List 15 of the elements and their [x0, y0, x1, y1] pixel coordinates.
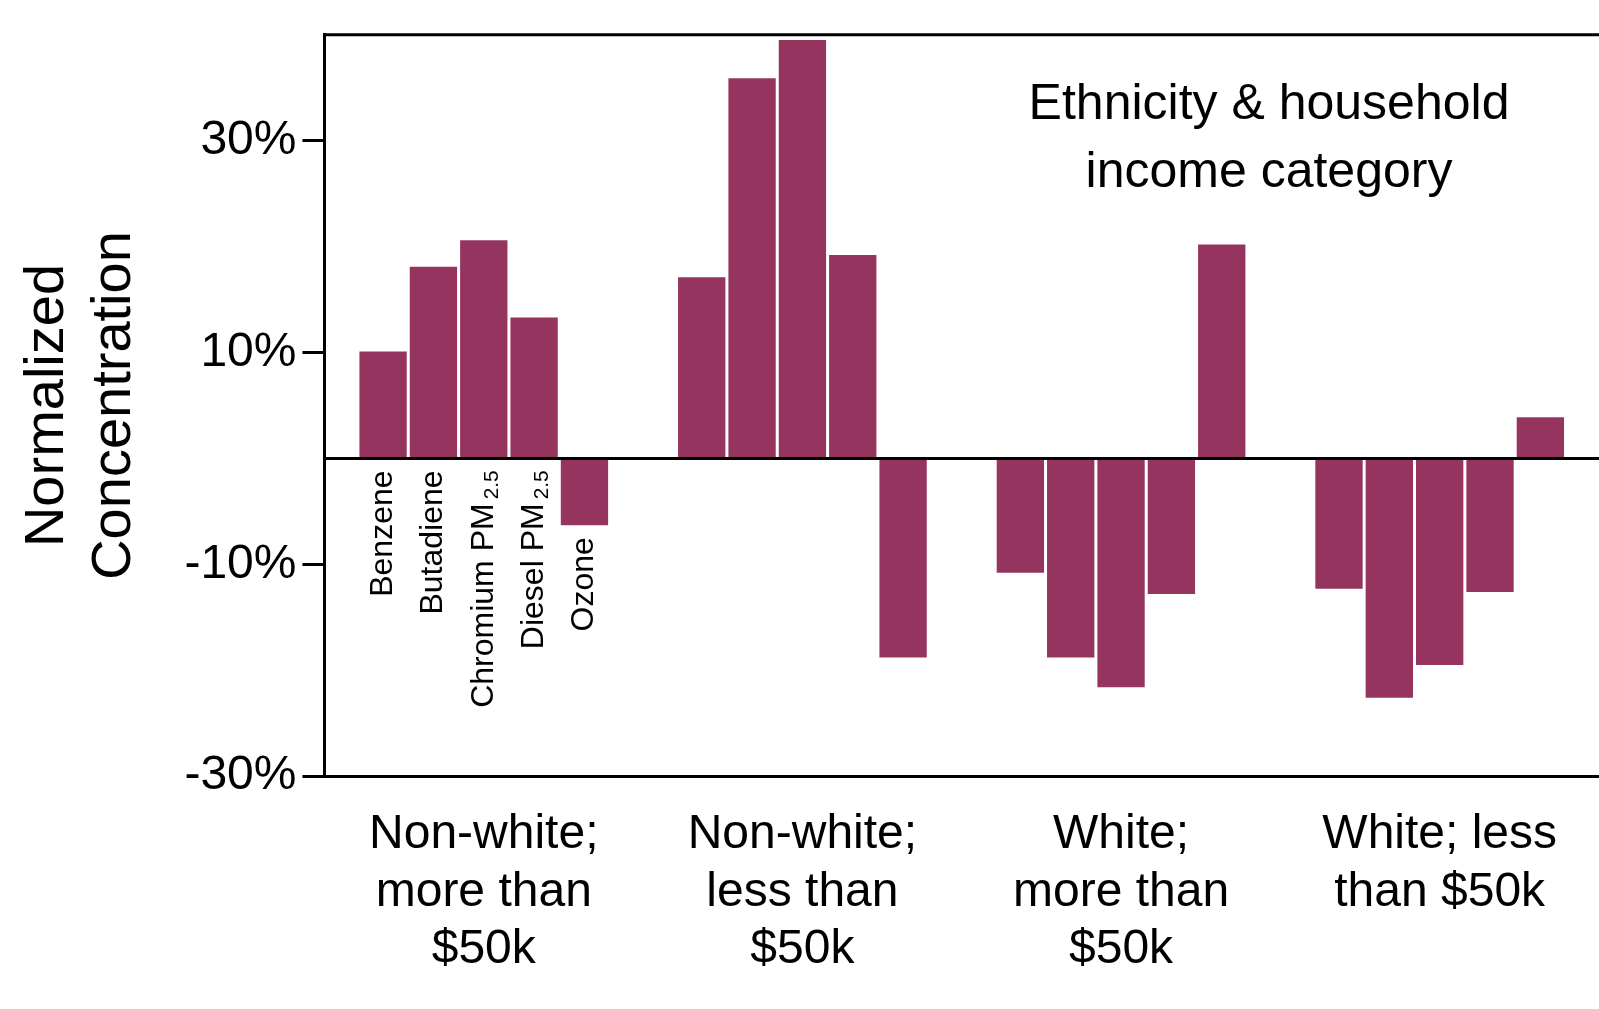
text: Chromium PM2.5: [463, 470, 502, 708]
y-tick-label: 10%: [200, 322, 297, 376]
y-tick-label: 30%: [200, 110, 297, 164]
y-axis-title: Normalized Concentration: [12, 231, 143, 580]
y-tick-label: -10%: [184, 534, 297, 588]
text: Ozone: [564, 537, 601, 632]
x-tick-label: White; less than $50k: [1322, 805, 1558, 916]
x-tick-label: White; more than $50k: [1012, 805, 1230, 974]
x-tick-label: Non-white; more than $50k: [369, 805, 599, 974]
y-tick-label: -30%: [184, 746, 297, 800]
annotation: Ethnicity & household income category: [1028, 73, 1510, 198]
text: Benzene: [362, 470, 399, 597]
text: Diesel PM2.5: [513, 470, 552, 650]
text: Butadiene: [413, 470, 450, 615]
x-tick-label: Non-white; less than $50k: [687, 805, 918, 974]
